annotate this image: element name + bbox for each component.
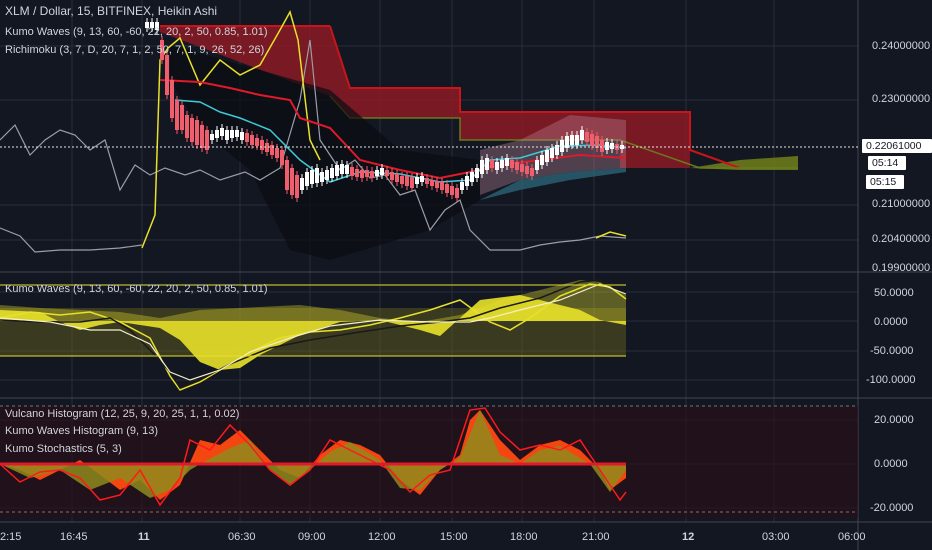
kumo-stochastics-label[interactable]: Kumo Stochastics (5, 3) — [5, 443, 122, 455]
time-axis-label: 11 — [138, 531, 150, 543]
time-axis-label: 2:15 — [0, 531, 22, 543]
kumo-axis-label: 50.0000 — [874, 287, 914, 299]
time-axis-label: 21:00 — [582, 531, 610, 543]
time-axis-label: 15:00 — [440, 531, 468, 543]
time-axis-label: 18:00 — [510, 531, 538, 543]
histogram-axis-label: 0.0000 — [874, 458, 908, 470]
time-axis-label: 12:00 — [368, 531, 396, 543]
gray-line — [0, 39, 627, 251]
price-axis-label: 0.24000000 — [872, 40, 931, 52]
price-axis-label: 0.23000000 — [872, 93, 931, 105]
gray-line-left — [0, 227, 143, 253]
time-axis-label: 12 — [682, 531, 695, 543]
price-axis-label: 0.21000000 — [872, 198, 931, 210]
time-axis-label: 03:00 — [762, 531, 790, 543]
heikin-ashi-candles — [145, 18, 624, 202]
countdown-tag: 05:14 — [868, 156, 906, 170]
kumo-axis-label: 0.0000 — [874, 316, 908, 328]
chart-title[interactable]: XLM / Dollar, 15, BITFINEX, Heikin Ashi — [5, 4, 218, 18]
time-axis-label: 16:45 — [60, 531, 88, 543]
kumo-axis-label: -50.0000 — [870, 345, 914, 357]
kumo-waves-overlay-label[interactable]: Kumo Waves (9, 13, 60, -60, 22, 20, 2, 5… — [5, 26, 268, 38]
histogram-axis-label: 20.0000 — [874, 414, 914, 426]
kumo-axis-label: -100.0000 — [866, 374, 916, 386]
kumo-waves-pane-label[interactable]: Kumo Waves (9, 13, 60, -60, 22, 20, 2, 5… — [5, 283, 268, 295]
vulcano-histogram-label[interactable]: Vulcano Histogram (12, 25, 9, 20, 25, 1,… — [5, 408, 240, 420]
kumo-waves-pane — [0, 279, 627, 391]
price-axis-label: 0.20400000 — [872, 233, 931, 245]
price-axis-label: 0.19900000 — [872, 262, 931, 274]
time-axis-label: 06:00 — [838, 531, 866, 543]
time-axis-label: 06:30 — [228, 531, 256, 543]
richimoku-label[interactable]: Richimoku (3, 7, D, 20, 7, 1, 2, 50, 7, … — [5, 44, 265, 56]
red-base-line — [159, 79, 627, 180]
histogram-pane — [0, 405, 858, 518]
cyan-band — [480, 168, 626, 200]
time-axis-label: 09:00 — [298, 531, 326, 543]
dark-shadow-cloud — [170, 45, 480, 260]
countdown-tag-secondary: 05:15 — [866, 175, 904, 189]
histogram-axis-label: -20.0000 — [870, 502, 914, 514]
current-price-tag: 0.22061000 — [862, 139, 932, 153]
kumo-waves-histogram-label[interactable]: Kumo Waves Histogram (9, 13) — [5, 425, 159, 437]
